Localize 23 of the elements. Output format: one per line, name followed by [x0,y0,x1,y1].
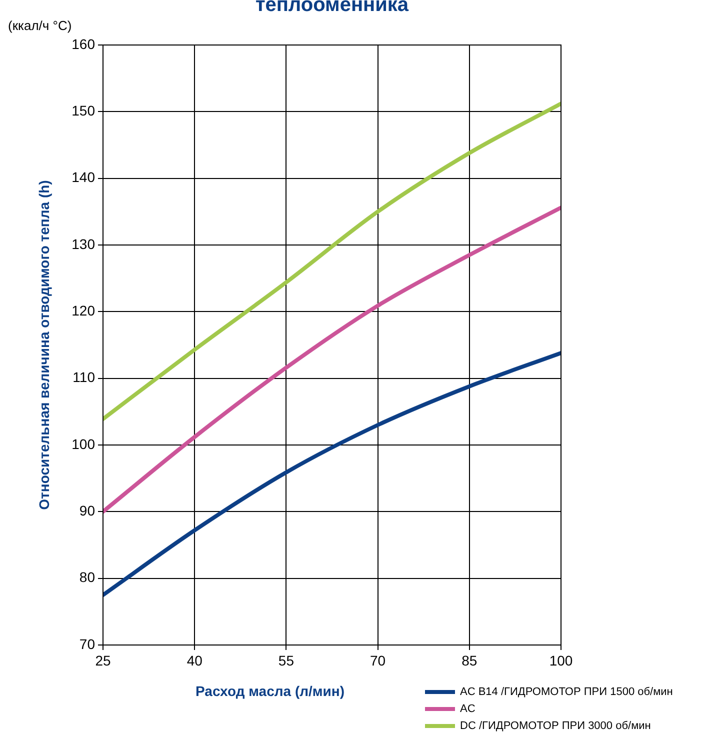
legend-label: AC B14 /ГИДРОМОТОР ПРИ 1500 об/мин [460,686,673,698]
y-tick-label: 130 [72,236,96,252]
y-tick-label: 80 [79,569,96,586]
x-axis-title: Расход масла (л/мин) [196,683,344,699]
x-tick-label: 100 [549,652,573,668]
y-tick-label: 100 [72,436,96,452]
chart-title: теплооменника [255,0,409,17]
y-tick-label: 70 [79,636,96,652]
y-tick-label: 150 [72,102,96,119]
x-tick-label: 70 [370,652,386,668]
y-tick-label: 160 [72,36,96,52]
y-tick-label: 110 [72,369,96,386]
y-axis-title: Относительная величина отводимого тепла (h) [36,180,52,510]
x-tick-label: 40 [186,652,203,668]
legend-label: DC /ГИДРОМОТОР ПРИ 3000 об/мин [460,720,651,732]
y-tick-label: 90 [79,502,96,519]
x-tick-label: 55 [278,652,294,668]
y-tick-label: 120 [72,302,96,319]
text: (ккал/ч °C) [8,18,72,33]
y-tick-label: 140 [72,169,96,186]
x-tick-label: 25 [95,652,111,668]
legend-label: AC [460,702,476,714]
x-tick-label: 85 [462,652,478,668]
